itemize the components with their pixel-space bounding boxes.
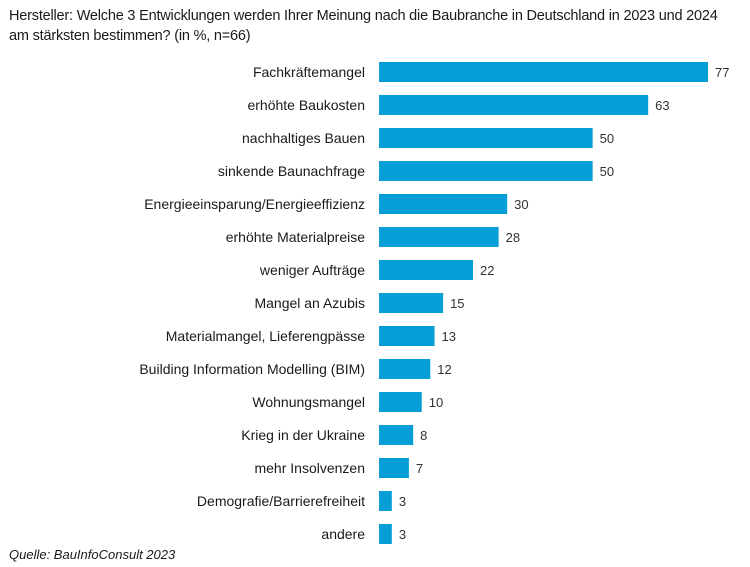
bar: [379, 458, 409, 478]
category-label: sinkende Baunachfrage: [218, 163, 365, 179]
bar: [379, 227, 499, 247]
category-label: Energieeinsparung/Energieeffizienz: [144, 196, 365, 212]
bar: [379, 425, 414, 445]
value-label: 15: [450, 296, 464, 311]
value-label: 50: [600, 131, 614, 146]
category-label: Mangel an Azubis: [254, 295, 365, 311]
value-label: 8: [420, 428, 427, 443]
bar: [379, 260, 473, 280]
category-label: Building Information Modelling (BIM): [139, 361, 365, 377]
bar: [379, 491, 392, 511]
bar: [379, 161, 593, 181]
bar: [379, 359, 431, 379]
bar: [379, 293, 444, 313]
category-label: andere: [321, 526, 365, 542]
bar: [379, 524, 392, 544]
category-label: Demografie/Barrierefreiheit: [197, 493, 365, 509]
value-label: 12: [437, 362, 451, 377]
category-label: Fachkräftemangel: [253, 64, 365, 80]
category-label: mehr Insolvenzen: [254, 460, 365, 476]
category-label: Materialmangel, Lieferengpässe: [166, 328, 365, 344]
bar: [379, 62, 708, 82]
value-label: 28: [506, 230, 520, 245]
category-label: erhöhte Baukosten: [247, 97, 365, 113]
value-label: 3: [399, 527, 406, 542]
category-label: nachhaltiges Bauen: [242, 130, 365, 146]
category-label: Wohnungsmangel: [252, 394, 365, 410]
bars-group: Fachkräftemangel 77 erhöhte Baukosten 63 nac…: [139, 62, 729, 544]
source-note: Quelle: BauInfoConsult 2023: [9, 547, 176, 562]
category-label: erhöhte Materialpreise: [226, 229, 366, 245]
category-label: weniger Aufträge: [259, 262, 365, 278]
value-label: 13: [442, 329, 456, 344]
category-label: Krieg in der Ukraine: [241, 427, 365, 443]
value-label: 10: [429, 395, 443, 410]
value-label: 7: [416, 461, 423, 476]
bar: [379, 95, 649, 115]
value-label: 77: [715, 65, 729, 80]
chart-title: Hersteller: Welche 3 Entwicklungen werde…: [9, 8, 718, 44]
value-label: 22: [480, 263, 494, 278]
value-label: 30: [514, 197, 528, 212]
bar: [379, 194, 508, 214]
bar: [379, 128, 593, 148]
bar: [379, 326, 435, 346]
bar: [379, 392, 422, 412]
value-label: 63: [655, 98, 669, 113]
value-label: 50: [600, 164, 614, 179]
value-label: 3: [399, 494, 406, 509]
